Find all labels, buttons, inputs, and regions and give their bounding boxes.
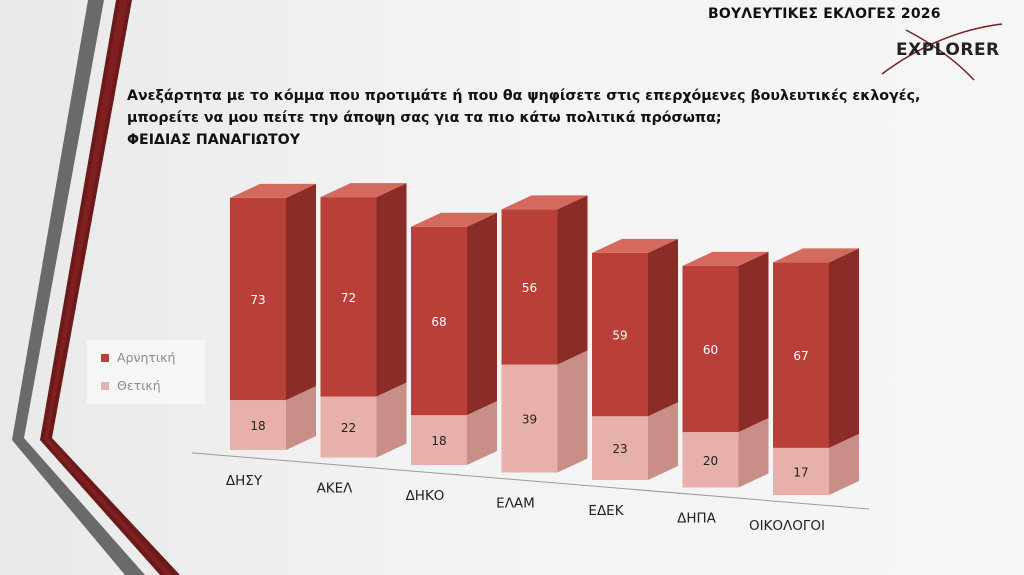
bar-6-positive-front — [773, 447, 829, 495]
bar-5-category-label: ΔΗΠΑ — [677, 511, 717, 527]
bar-4-positive-front — [592, 416, 648, 480]
bar-2-negative-side — [467, 212, 497, 416]
bar-4-category-label: ΕΔΕΚ — [588, 503, 624, 519]
logo-text: EXPLORER — [896, 40, 1000, 60]
bar-2-category-label: ΔΗΚΟ — [406, 488, 445, 504]
bar-0-top-cap — [230, 183, 316, 198]
legend-entry-negative: Αρνητική — [101, 350, 175, 368]
question-line-2: μπορείτε να μου πείτε την άποψη σας για … — [127, 110, 722, 126]
bar-0-positive-label: 18 — [250, 419, 265, 433]
red-stripe — [40, 0, 180, 575]
bar-3-positive-front — [501, 364, 558, 473]
bar-5-top-cap — [682, 251, 769, 266]
bar-6-negative-side — [829, 248, 859, 448]
bar-4-negative-front — [592, 252, 648, 417]
bar-3-positive-label: 39 — [522, 412, 537, 426]
bar-0-positive-front — [230, 400, 286, 450]
logo-swoosh-icon — [881, 23, 1003, 81]
question-subject: ΦΕΙΔΙΑΣ ΠΑΝΑΓΙΩΤΟΥ — [127, 132, 301, 148]
bar-5-positive-side — [738, 418, 769, 488]
legend-label-positive: Θετική — [117, 378, 161, 393]
bar-0-negative-side — [286, 183, 316, 401]
bar-1-positive-label: 22 — [341, 421, 356, 435]
explorer-logo: EXPLORER — [878, 22, 1008, 84]
bar-6-positive-label: 17 — [793, 465, 808, 479]
bar-4-top-cap — [592, 238, 678, 253]
bar-2-negative-front — [411, 226, 467, 416]
bar-2-negative-label: 68 — [431, 315, 446, 329]
bar-5-negative-front — [682, 265, 739, 433]
legend-label-negative: Αρνητική — [117, 350, 176, 365]
bar-1-negative-front — [320, 197, 377, 397]
bar-3-top-cap — [501, 195, 588, 210]
bar-5-positive-front — [682, 432, 739, 488]
bar-4-negative-label: 59 — [612, 329, 627, 343]
bar-5-positive-label: 20 — [703, 454, 718, 468]
bar-1-positive-front — [320, 396, 377, 458]
bar-3-negative-label: 56 — [522, 281, 537, 295]
question-line-1: Ανεξάρτητα με το κόμμα που προτιμάτε ή π… — [127, 88, 921, 104]
bar-0-negative-label: 73 — [250, 293, 265, 307]
bar-3-negative-front — [501, 209, 558, 365]
bar-2-top-cap — [411, 212, 497, 227]
bar-5-negative-side — [738, 251, 769, 433]
bar-2-positive-side — [467, 401, 497, 465]
gray-stripe — [12, 0, 145, 575]
bar-6-positive-side — [829, 433, 859, 495]
bar-0-negative-front — [230, 197, 286, 401]
bar-1-positive-side — [376, 382, 407, 458]
bar-3-negative-side — [557, 195, 588, 365]
bar-4-negative-side — [648, 238, 678, 417]
bar-6-negative-label: 67 — [793, 349, 808, 363]
bar-6-negative-front — [773, 262, 829, 448]
bar-3-category-label: ΕΛΑΜ — [496, 496, 535, 512]
bar-1-category-label: ΑΚΕΛ — [317, 481, 354, 497]
chart-legend: Αρνητική Θετική — [87, 340, 205, 404]
bar-6-top-cap — [773, 248, 859, 263]
bar-6-category-label: ΟΙΚΟΛΟΓΟΙ — [749, 518, 825, 534]
bar-2-positive-label: 18 — [431, 434, 446, 448]
bar-3-positive-side — [557, 350, 588, 473]
x-axis-line — [191, 452, 870, 510]
slide-title: ΒΟΥΛΕΥΤΙΚΕΣ ΕΚΛΟΓΕΣ 2026 — [708, 6, 941, 22]
bar-1-top-cap — [320, 183, 407, 198]
bar-5-negative-label: 60 — [703, 343, 718, 357]
legend-entry-positive: Θετική — [101, 378, 161, 396]
bar-1-negative-label: 72 — [341, 291, 356, 305]
legend-swatch-negative — [101, 353, 109, 362]
bar-0-category-label: ΔΗΣΥ — [226, 473, 263, 489]
survey-question: Ανεξάρτητα με το κόμμα που προτιμάτε ή π… — [127, 85, 987, 151]
bar-0-positive-side — [286, 386, 316, 450]
legend-swatch-positive — [101, 381, 109, 390]
bar-4-positive-label: 23 — [612, 442, 627, 456]
bar-1-negative-side — [376, 183, 407, 397]
bar-4-positive-side — [648, 402, 678, 480]
bar-2-positive-front — [411, 415, 467, 465]
